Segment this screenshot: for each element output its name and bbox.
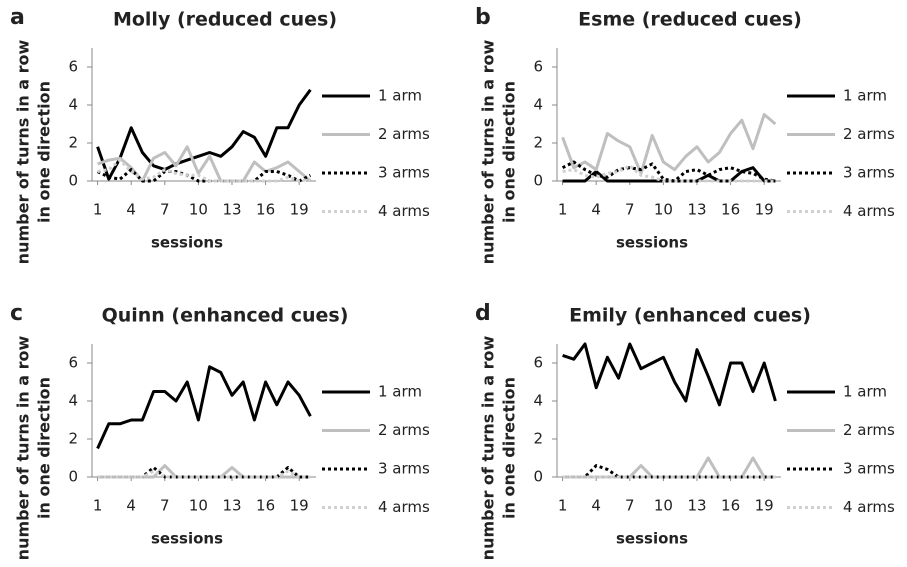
y-axis-label: number of turns in a row [14,39,33,264]
series-line [562,164,776,183]
series-line [96,88,312,181]
y-tick-label: 0 [533,468,543,486]
chart-title: Quinn (enhanced cues) [102,305,349,327]
x-tick-label: 1 [558,497,568,515]
y-tick-label: 4 [533,96,543,114]
x-tick-label: 4 [126,497,136,515]
x-tick-label: 16 [256,497,275,515]
x-tick-label: 19 [755,201,774,219]
x-tick-label: 7 [625,201,635,219]
x-tick-label: 19 [290,497,309,515]
series-line [96,168,312,183]
legend-label: 4 arms [843,498,895,516]
x-tick-label: 1 [558,201,568,219]
x-tick-label: 19 [755,497,774,515]
y-tick-label: 2 [68,430,78,448]
legend-label: 2 arms [378,125,430,143]
panel: d Emily (enhanced cues) number of turns in… [475,301,895,560]
legend-label: 1 arm [843,383,887,401]
legend-label: 2 arms [843,421,895,439]
chart-title: Emily (enhanced cues) [569,305,811,327]
series-line [562,464,776,479]
x-axis-label: sessions [151,234,223,252]
x-tick-label: 19 [290,201,309,219]
panel-letter: a [10,5,25,30]
x-tick-label: 7 [625,497,635,515]
y-tick-label: 6 [533,58,543,76]
y-tick-label: 4 [68,96,78,114]
legend-label: 3 arms [378,164,430,182]
series-line [97,145,312,183]
x-axis-label: sessions [151,530,223,548]
panel: a Molly (reduced cues) number of turns in … [10,5,430,264]
y-axis-label: in one direction [35,81,54,223]
y-axis-label: in one direction [500,377,519,519]
panel-letter: d [475,301,491,326]
x-tick-label: 1 [93,201,103,219]
series-line [562,342,777,407]
panel-letter: b [475,5,491,30]
y-tick-label: 0 [68,172,78,190]
legend-label: 4 arms [378,202,430,220]
x-tick-label: 7 [160,201,170,219]
x-axis-label: sessions [616,234,688,252]
x-tick-label: 7 [160,497,170,515]
panel: c Quinn (enhanced cues) number of turns in… [10,301,430,560]
legend-label: 4 arms [378,498,430,516]
x-tick-label: 4 [591,201,601,219]
y-tick-label: 6 [68,354,78,372]
x-tick-label: 4 [591,497,601,515]
series-line [97,469,311,479]
x-tick-label: 13 [222,201,241,219]
y-axis-label: number of turns in a row [14,335,33,560]
x-tick-label: 10 [189,201,208,219]
x-tick-label: 10 [654,201,673,219]
x-tick-label: 16 [256,201,275,219]
x-tick-label: 16 [721,201,740,219]
y-tick-label: 6 [68,58,78,76]
x-tick-label: 10 [654,497,673,515]
x-axis-label: sessions [616,530,688,548]
y-tick-label: 2 [533,134,543,152]
x-tick-label: 4 [126,201,136,219]
y-tick-label: 4 [533,392,543,410]
x-tick-label: 1 [93,497,103,515]
legend-label: 4 arms [843,202,895,220]
x-tick-label: 10 [189,497,208,515]
legend-label: 2 arms [378,421,430,439]
x-tick-label: 13 [222,497,241,515]
series-line [561,113,777,175]
y-tick-label: 0 [68,468,78,486]
legend-label: 3 arms [843,164,895,182]
legend-label: 3 arms [378,460,430,478]
x-tick-label: 13 [687,497,706,515]
y-axis-label: number of turns in a row [479,335,498,560]
x-tick-label: 13 [687,201,706,219]
series-line [96,365,312,450]
y-axis-label: number of turns in a row [479,39,498,264]
legend-label: 1 arm [843,87,887,105]
legend-label: 1 arm [378,383,422,401]
series-line [97,158,311,183]
x-tick-label: 16 [721,497,740,515]
panel-letter: c [10,301,23,326]
series-line [562,456,776,479]
panel: b Esme (reduced cues) number of turns in a… [475,5,895,264]
legend-label: 2 arms [843,125,895,143]
y-axis-label: in one direction [500,81,519,223]
y-tick-label: 4 [68,392,78,410]
legend-label: 3 arms [843,460,895,478]
y-tick-label: 2 [68,134,78,152]
chart-title: Molly (reduced cues) [113,9,337,31]
legend-label: 1 arm [378,87,422,105]
y-tick-label: 6 [533,354,543,372]
chart-title: Esme (reduced cues) [578,9,802,31]
y-tick-label: 0 [533,172,543,190]
y-tick-label: 2 [533,430,543,448]
y-axis-label: in one direction [35,377,54,519]
